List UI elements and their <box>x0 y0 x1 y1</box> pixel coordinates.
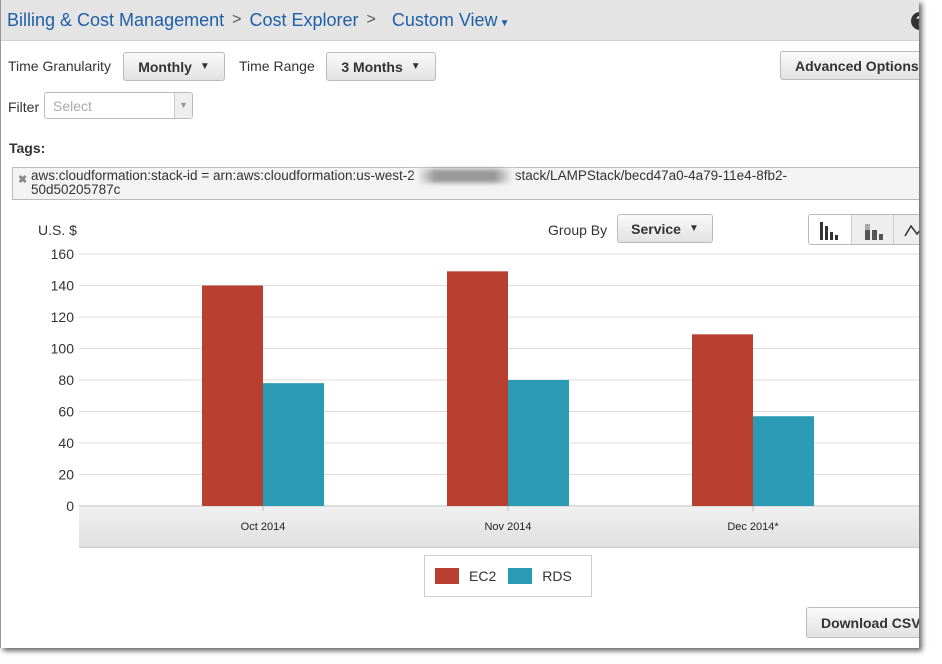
breadcrumb-separator: > <box>366 11 376 28</box>
grouped-bar-chart-icon[interactable] <box>809 215 852 244</box>
legend: EC2 RDS <box>424 555 592 597</box>
tag-text: aws:cloudformation:stack-id = arn:aws:cl… <box>31 168 415 183</box>
legend-label-ec2: EC2 <box>469 568 497 584</box>
time-granularity-label: Time Granularity <box>8 58 111 74</box>
redacted-account <box>414 169 515 184</box>
remove-tag-icon[interactable]: ✖ <box>18 174 28 186</box>
y-tick-label: 120 <box>51 309 75 325</box>
legend-swatch-rds <box>508 568 533 584</box>
custom-view-dropdown[interactable]: Custom View ▼ <box>392 10 510 31</box>
x-tick-label: Oct 2014 <box>241 521 286 533</box>
y-tick-label: 0 <box>66 498 74 514</box>
legend-label-rds: RDS <box>542 568 572 584</box>
download-csv-button[interactable]: Download CSV <box>806 607 919 638</box>
group-by-value: Service <box>631 220 681 237</box>
legend-swatch-ec2 <box>435 568 459 584</box>
range-value: 3 Months <box>341 58 403 75</box>
chart-type-toggle <box>808 214 919 245</box>
bar-rds <box>753 416 814 506</box>
y-axis-label: U.S. $ <box>38 222 77 238</box>
filter-label: Filter <box>8 99 40 115</box>
time-range-label: Time Range <box>239 58 315 74</box>
bar-rds <box>263 383 324 506</box>
group-by-dropdown[interactable]: Service ▼ <box>617 214 713 243</box>
x-tick-label: Nov 2014 <box>484 521 531 533</box>
bar-ec2 <box>202 285 263 506</box>
time-granularity-dropdown[interactable]: Monthly ▼ <box>123 52 225 81</box>
y-tick-label: 160 <box>51 246 75 262</box>
x-axis-band <box>79 507 919 548</box>
y-tick-label: 140 <box>51 278 75 294</box>
filter-select[interactable]: Select ▼ <box>44 92 193 119</box>
y-tick-label: 100 <box>51 341 75 357</box>
y-tick-label: 40 <box>58 435 74 451</box>
stacked-bar-chart-icon[interactable] <box>851 215 895 244</box>
breadcrumb: Billing & Cost Management > Cost Explore… <box>1 0 919 41</box>
granularity-value: Monthly <box>138 58 192 75</box>
caret-down-icon: ▼ <box>174 93 192 118</box>
cost-explorer-window: Billing & Cost Management > Cost Explore… <box>0 0 919 648</box>
custom-view-label: Custom View <box>391 9 498 30</box>
breadcrumb-billing[interactable]: Billing & Cost Management <box>7 9 225 30</box>
group-by-label: Group By <box>548 222 608 238</box>
x-tick-label: Dec 2014* <box>727 521 779 533</box>
bar-ec2 <box>692 334 753 506</box>
tag-chip: ✖ aws:cloudformation:stack-id = arn:aws:… <box>12 167 919 200</box>
tag-text: stack/LAMPStack/becd47a0-4a79-11e4-8fb2- <box>514 168 787 183</box>
filter-placeholder: Select <box>53 98 92 114</box>
breadcrumb-cost-explorer[interactable]: Cost Explorer <box>249 9 359 30</box>
tag-text: 50d50205787c <box>31 182 121 198</box>
tags-label: Tags: <box>9 140 46 156</box>
caret-down-icon: ▼ <box>688 223 699 234</box>
breadcrumb-separator: > <box>232 11 242 28</box>
caret-down-icon: ▼ <box>410 61 421 72</box>
caret-down-icon: ▼ <box>499 17 510 29</box>
y-tick-label: 20 <box>58 467 74 483</box>
time-range-dropdown[interactable]: 3 Months ▼ <box>326 52 436 81</box>
caret-down-icon: ▼ <box>199 61 210 72</box>
help-icon[interactable]: ? <box>911 12 919 30</box>
line-chart-icon[interactable] <box>894 215 919 244</box>
y-tick-label: 60 <box>58 404 74 420</box>
bar-rds <box>508 380 569 506</box>
bar-ec2 <box>447 271 508 506</box>
bar-chart: 0 20 40 60 80 100 120 140 160 Oct 2014 Nov 2014 Dec… <box>51 246 919 533</box>
advanced-options-button[interactable]: Advanced Options <box>780 51 919 80</box>
y-tick-label: 80 <box>58 372 74 388</box>
